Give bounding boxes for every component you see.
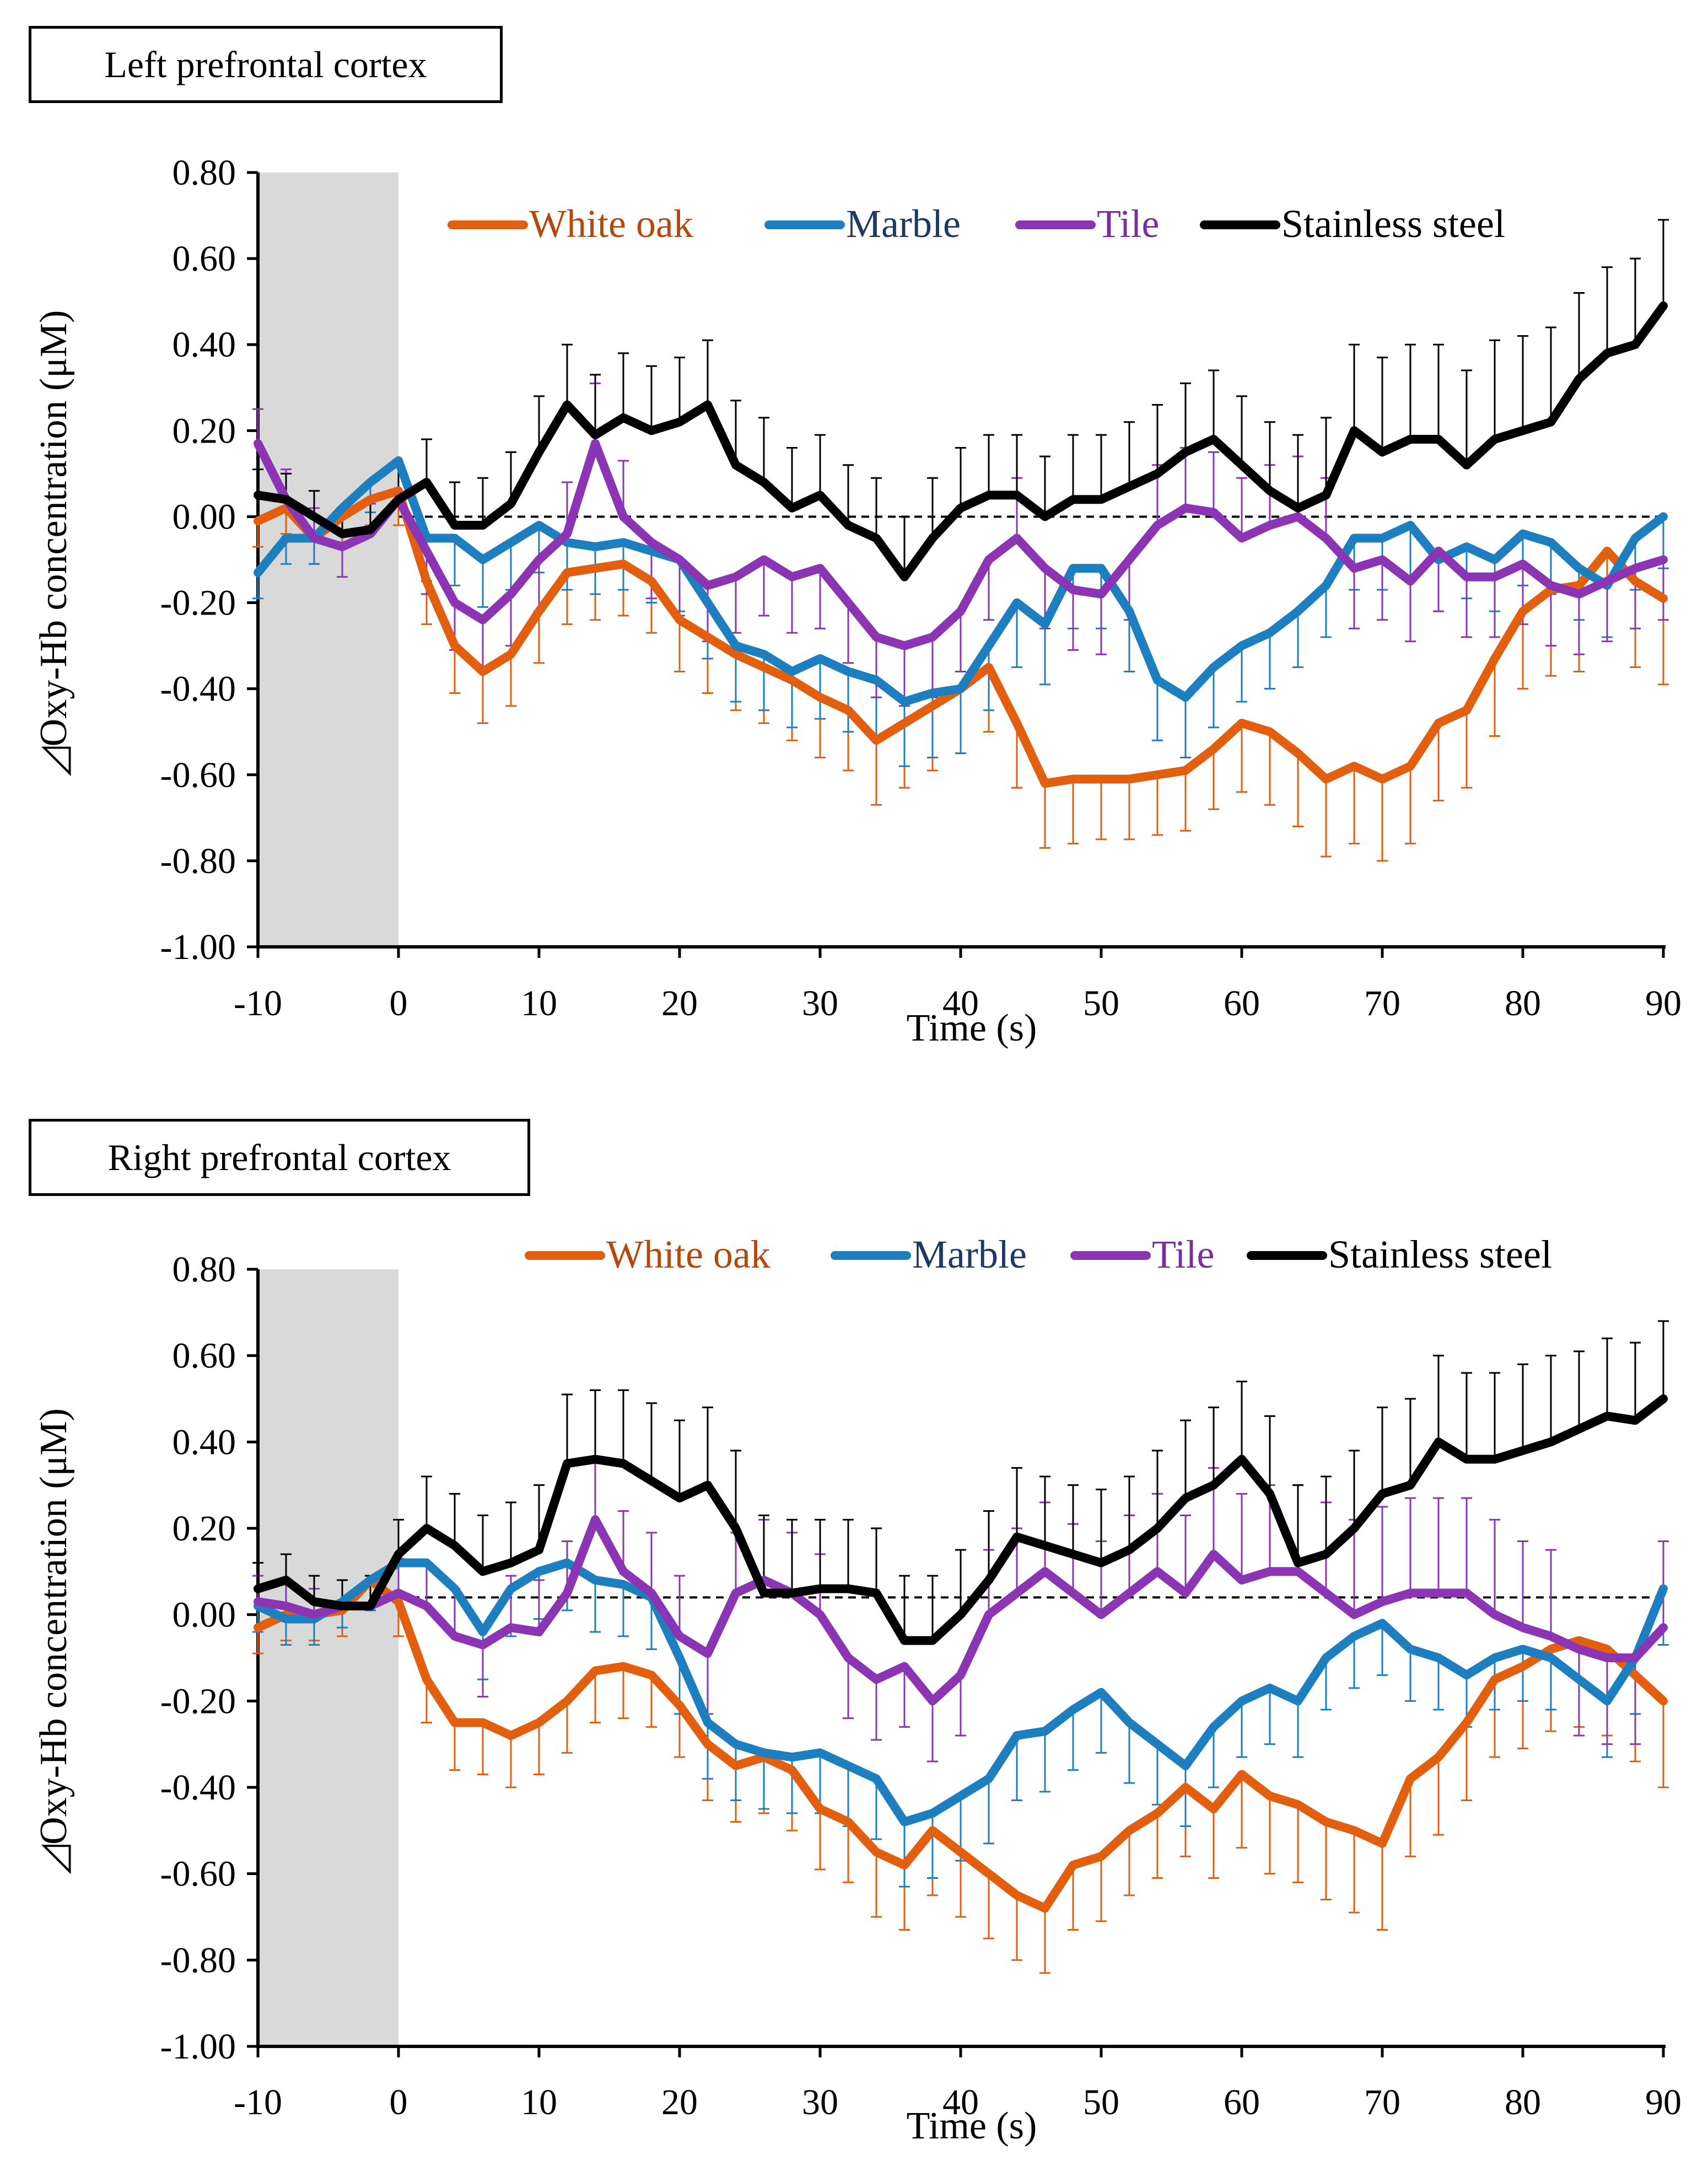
y-tick-label: 0.00 (173, 497, 236, 537)
x-tick-label: 90 (1645, 983, 1682, 1023)
series-line-tile (254, 1515, 1668, 1706)
x-tick-label: 0 (390, 2082, 408, 2122)
legend-label: Marble (846, 202, 961, 246)
chart-panel-right: 0.80 0.60 0.40 0.20 0.00 -0.20 -0.40 -0.60 -0.80… (33, 1232, 1682, 2147)
y-tick-label: -0.20 (160, 583, 236, 623)
y-tick-label: 0.80 (173, 1249, 236, 1290)
y-tick-label: 0.60 (173, 1336, 236, 1376)
x-tick-label: 50 (1083, 983, 1119, 1023)
x-tick-label: 30 (802, 2082, 838, 2122)
series-line-marble (254, 456, 1668, 707)
y-tick-label: -0.60 (160, 755, 236, 795)
x-tick-label: 50 (1083, 2082, 1119, 2122)
x-tick-label: 80 (1505, 983, 1541, 1023)
series-line-white-oak (254, 1576, 1668, 1913)
x-tick-label: 20 (661, 2082, 698, 2122)
series-line-marble (254, 1558, 1668, 1826)
y-tick-label: 0.60 (173, 239, 236, 279)
y-tick-label: -0.80 (160, 841, 236, 881)
x-tick-label: 40 (942, 2082, 979, 2122)
y-tick-label: -0.60 (160, 1854, 236, 1894)
x-tick-label: 60 (1224, 2082, 1260, 2122)
legend-label: Stainless steel (1281, 202, 1505, 246)
series-line-tile (254, 439, 1668, 650)
x-tick-label: 80 (1505, 2082, 1541, 2122)
y-tick-label: -0.80 (160, 1940, 236, 1980)
x-tick-label: 30 (802, 983, 838, 1023)
x-tick-label: 0 (390, 983, 408, 1023)
y-tick-label: 0.40 (173, 325, 236, 365)
series-stainless-steel (252, 219, 1669, 577)
x-tick-label: -10 (234, 2082, 282, 2122)
baseline-shade (258, 173, 398, 947)
y-tick-label: 0.40 (173, 1422, 236, 1462)
y-tick-label: -1.00 (160, 927, 236, 967)
y-tick-label: -0.40 (160, 1768, 236, 1808)
legend-label: Tile (1152, 1232, 1214, 1276)
legend-label: White oak (529, 202, 693, 246)
x-tick-label: 10 (521, 2082, 557, 2122)
y-axis-label: ◿Oxy-Hb concentration (μM) (33, 310, 75, 777)
legend-label: Tile (1097, 202, 1159, 246)
x-tick-label: 70 (1364, 2082, 1400, 2122)
y-tick-label: 0.00 (173, 1595, 236, 1635)
y-tick-label: -0.40 (160, 669, 236, 709)
chart-panel-left: 0.80 0.60 0.40 0.20 0.00 -0.20 -0.40 -0.60 -0.80… (33, 153, 1682, 1049)
legend-label: Stainless steel (1328, 1232, 1552, 1276)
x-tick-label: 40 (942, 983, 979, 1023)
x-tick-label: 10 (521, 983, 557, 1023)
x-tick-label: 90 (1645, 2082, 1682, 2122)
legend-label: White oak (606, 1232, 771, 1276)
x-axis-label: Time (s) (907, 1007, 1037, 1049)
y-tick-label: 0.20 (173, 1508, 236, 1549)
series-line-stainless-steel (254, 1394, 1668, 1645)
y-tick-label: 0.80 (173, 153, 236, 193)
baseline-shade (258, 1269, 398, 2046)
panel-label-left: Left prefrontal cortex (29, 26, 503, 103)
panel-label-right: Right prefrontal cortex (29, 1119, 530, 1196)
x-tick-label: 20 (661, 983, 698, 1023)
x-tick-label: 60 (1224, 983, 1260, 1023)
y-axis-label: ◿Oxy-Hb concentration (μM) (33, 1408, 75, 1874)
x-axis-label: Time (s) (907, 2105, 1037, 2147)
y-tick-label: 0.20 (173, 411, 236, 451)
y-tick-label: -0.20 (160, 1681, 236, 1721)
x-tick-label: 70 (1364, 983, 1400, 1023)
legend-label: Marble (912, 1232, 1027, 1276)
x-tick-label: -10 (234, 983, 282, 1023)
y-tick-label: -1.00 (160, 2027, 236, 2067)
series-line-stainless-steel (254, 301, 1668, 581)
